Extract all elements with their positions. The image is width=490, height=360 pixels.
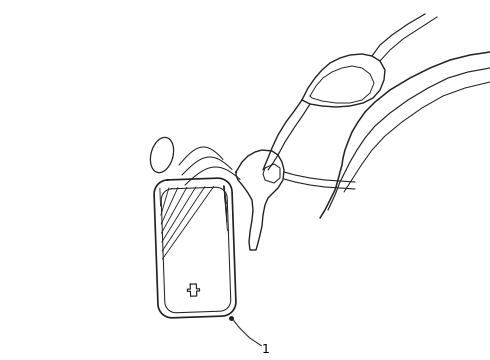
Text: 1: 1 xyxy=(262,343,270,356)
